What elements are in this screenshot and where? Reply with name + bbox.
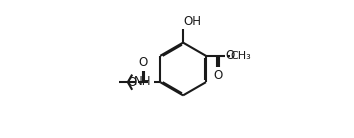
- Text: CH₃: CH₃: [230, 51, 251, 61]
- Text: O: O: [213, 69, 222, 82]
- Text: O: O: [127, 76, 137, 89]
- Text: OH: OH: [184, 15, 202, 28]
- Text: O: O: [225, 49, 235, 62]
- Text: NH: NH: [134, 75, 152, 88]
- Text: O: O: [139, 56, 148, 69]
